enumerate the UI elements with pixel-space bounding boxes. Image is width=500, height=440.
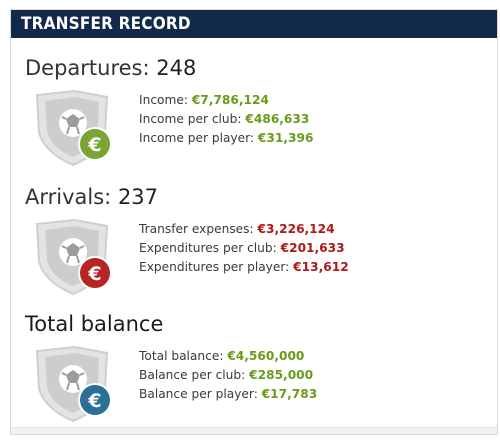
expenditures-per-club-label: Expenditures per club:: [139, 241, 277, 255]
balance-stats: Total balance: €4,560,000 Balance per cl…: [139, 347, 317, 404]
income-row: Income: €7,786,124: [139, 91, 313, 110]
income-per-club-label: Income per club:: [139, 112, 242, 126]
balance-per-player-value: €17,783: [261, 387, 318, 401]
total-balance-row: Total balance: €4,560,000: [139, 347, 317, 366]
total-balance-label: Total balance:: [139, 349, 224, 363]
income-per-player-value: €31,396: [257, 131, 314, 145]
transfer-expenses-row: Transfer expenses: €3,226,124: [139, 220, 349, 239]
expenditures-per-club-value: €201,633: [280, 241, 345, 255]
panel-header: TRANSFER RECORD: [11, 10, 497, 38]
arrivals-count: 237: [117, 185, 159, 209]
expenditures-per-club-row: Expenditures per club: €201,633: [139, 239, 349, 258]
svg-text:€: €: [87, 263, 101, 285]
income-value: €7,786,124: [191, 93, 269, 107]
transfer-expenses-value: €3,226,124: [257, 222, 335, 236]
arrivals-label: Arrivals:: [25, 185, 112, 209]
departures-section: Departures: 248 € Income: €7,786,124 Inc…: [25, 55, 485, 167]
arrivals-badge-icon: €: [35, 218, 112, 296]
balance-coin: [80, 385, 110, 415]
departures-stats: Income: €7,786,124 Income per club: €486…: [139, 91, 313, 148]
arrivals-title: Arrivals: 237: [25, 184, 485, 210]
expenditures-per-player-value: €13,612: [293, 260, 349, 274]
income-per-player-label: Income per player:: [139, 131, 255, 145]
total-balance-value: €4,560,000: [227, 349, 305, 363]
balance-per-player-row: Balance per player: €17,783: [139, 385, 317, 404]
svg-text:€: €: [87, 390, 101, 412]
departures-title: Departures: 248: [25, 55, 485, 81]
expenditures-per-player-label: Expenditures per player:: [139, 260, 290, 274]
expenditures-per-player-row: Expenditures per player: €13,612: [139, 258, 349, 277]
panel-footer-rule: [11, 427, 497, 434]
departures-count: 248: [156, 56, 197, 80]
svg-text:€: €: [87, 134, 101, 156]
balance-title: Total balance: [25, 312, 164, 336]
income-per-player-row: Income per player: €31,396: [139, 129, 313, 148]
balance-per-club-value: €285,000: [249, 368, 314, 382]
departures-label: Departures:: [25, 56, 150, 80]
arrivals-coin: [80, 258, 110, 288]
arrivals-stats: Transfer expenses: €3,226,124 Expenditur…: [139, 220, 349, 277]
income-per-club-value: €486,633: [245, 112, 310, 126]
departures-badge-icon: €: [35, 89, 112, 167]
transfer-record-panel: TRANSFER RECORD Departures: 248 € Income…: [10, 9, 498, 435]
departures-coin: [80, 129, 110, 159]
transfer-expenses-label: Transfer expenses:: [139, 222, 254, 236]
balance-per-club-row: Balance per club: €285,000: [139, 366, 317, 385]
income-label: Income:: [139, 93, 188, 107]
income-per-club-row: Income per club: €486,633: [139, 110, 313, 129]
balance-per-player-label: Balance per player:: [139, 387, 258, 401]
arrivals-section: Arrivals: 237 € Transfer expenses: €3,22…: [25, 184, 485, 296]
balance-badge-icon: €: [35, 345, 112, 423]
balance-section: Total balance € Total balance: €4,560,00…: [25, 311, 485, 423]
balance-per-club-label: Balance per club:: [139, 368, 246, 382]
